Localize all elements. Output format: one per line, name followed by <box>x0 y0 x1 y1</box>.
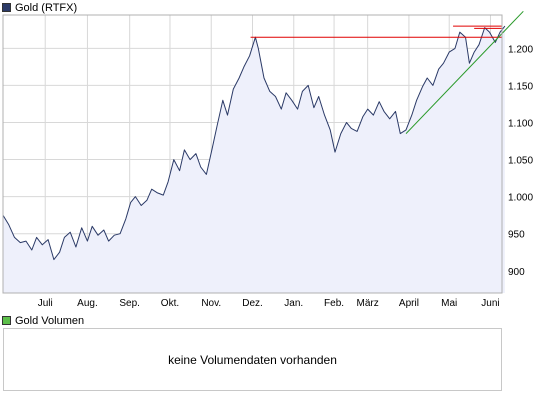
price-area <box>3 26 505 293</box>
price-line <box>2 25 506 261</box>
y-tick-label: 1.050 <box>508 156 533 167</box>
y-tick-label: 900 <box>508 267 525 278</box>
x-tick-label: Juni <box>481 298 499 309</box>
x-tick-label: April <box>399 298 419 309</box>
volume-panel: keine Volumendaten vorhanden <box>3 328 502 391</box>
x-tick-label: Dez. <box>242 298 263 309</box>
price-series-line <box>2 25 506 261</box>
x-tick-label: Feb. <box>324 298 344 309</box>
no-volume-message: keine Volumendaten vorhanden <box>168 352 337 367</box>
x-tick-label: Mai <box>441 298 457 309</box>
price-legend-label: Gold (RTFX) <box>15 1 78 14</box>
x-tick-label: März <box>357 298 379 309</box>
axes: 900 950 1.000 1.050 1.100 1.150 1.200 Juli Aug. S… <box>2 14 533 309</box>
volume-legend: Gold Volumen <box>2 314 84 327</box>
annotations <box>250 10 524 134</box>
price-area-fill <box>3 26 505 293</box>
plot-border <box>2 14 503 294</box>
x-tick-label: Nov. <box>201 298 221 309</box>
y-tick-label: 1.150 <box>508 81 533 92</box>
trend-line <box>405 10 524 134</box>
x-tick-label: Jan. <box>284 298 303 309</box>
price-legend: Gold (RTFX) <box>2 1 77 14</box>
x-tick-label: Okt. <box>161 298 179 309</box>
y-tick-label: 1.000 <box>508 193 533 204</box>
price-chart: 900 950 1.000 1.050 1.100 1.150 1.200 Juli Aug. S… <box>2 10 533 309</box>
y-tick-label: 1.200 <box>508 44 533 55</box>
y-tick-label: 950 <box>508 230 525 241</box>
x-tick-label: Aug. <box>77 298 98 309</box>
volume-legend-label: Gold Volumen <box>15 314 85 327</box>
x-tick-label: Juli <box>38 298 53 309</box>
y-tick-label: 1.100 <box>508 118 533 129</box>
volume-legend-swatch <box>2 316 11 325</box>
x-tick-label: Sep. <box>119 298 140 309</box>
price-legend-swatch <box>2 3 11 12</box>
